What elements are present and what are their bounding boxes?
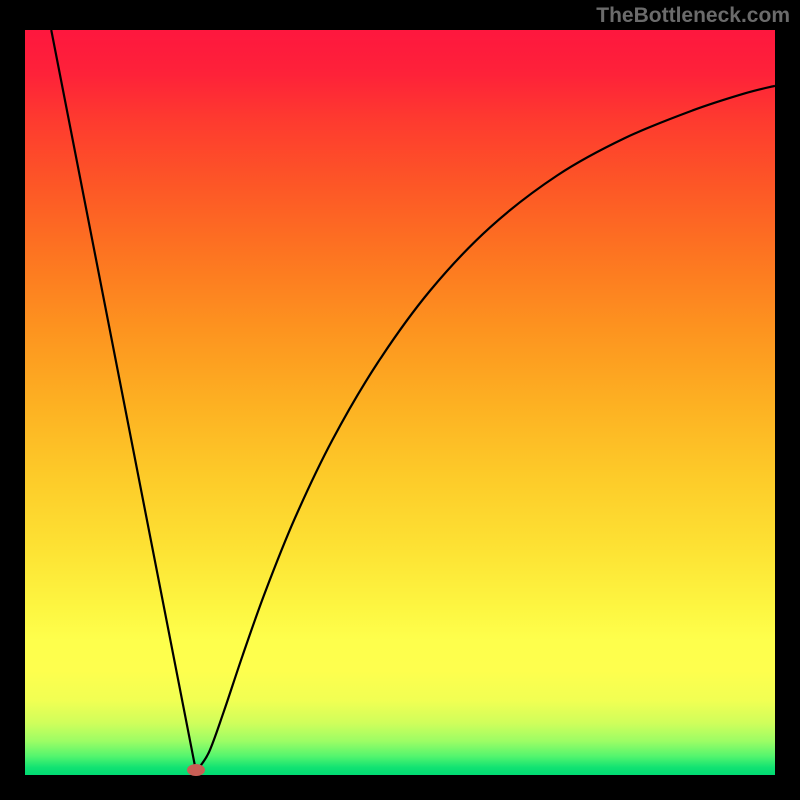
plot-area xyxy=(25,30,775,775)
chart-container: TheBottleneck.com xyxy=(0,0,800,800)
curve-svg xyxy=(25,30,775,775)
bottleneck-curve xyxy=(51,30,775,771)
watermark-text: TheBottleneck.com xyxy=(596,4,790,28)
vertex-marker xyxy=(187,764,205,776)
